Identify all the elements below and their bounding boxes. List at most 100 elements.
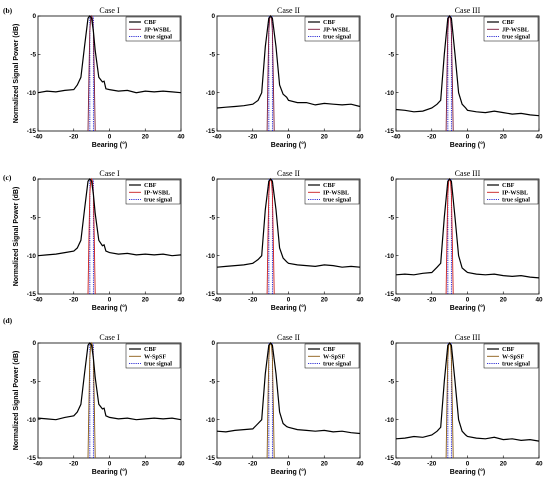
x-axis-label: Bearing (°): [271, 468, 306, 476]
y-tick-label: -15: [385, 455, 395, 462]
y-tick-label: -15: [206, 455, 216, 462]
x-tick-label: -40: [33, 297, 43, 304]
legend-entry: JP-WSBL: [502, 26, 529, 33]
chart-panel-0-1: Case II -40 -20 0 20 40 0 -5 -10 -15 Bearing (°) CB…: [206, 6, 364, 149]
x-tick-label: -20: [427, 297, 437, 304]
x-tick-label: 20: [142, 461, 150, 468]
row-label-b: (b): [3, 6, 13, 15]
y-tick-label: -15: [27, 128, 37, 135]
legend-entry: true signal: [323, 197, 351, 204]
x-tick-label: 40: [535, 297, 543, 304]
chart-panel-1-0: Case I -40 -20 0 20 40 0 -5 -10 -15 Bearing (°) Nor…: [13, 169, 185, 312]
x-axis-label: Bearing (°): [450, 304, 485, 312]
y-tick-label: -10: [385, 417, 395, 424]
y-tick-label: -15: [27, 291, 37, 298]
legend-entry: IP-WSBL: [144, 189, 170, 196]
legend-entry: IP-WSBL: [502, 189, 528, 196]
cbf-series-line: [216, 178, 361, 268]
x-tick-label: 20: [500, 461, 508, 468]
x-tick-label: -40: [212, 297, 222, 304]
row-label-c: (c): [3, 173, 12, 182]
legend-entry: CBF: [144, 19, 157, 26]
y-tick-label: 0: [32, 176, 36, 183]
legend-entry: true signal: [502, 197, 530, 204]
x-tick-label: -40: [212, 461, 222, 468]
x-tick-label: 20: [321, 297, 329, 304]
x-tick-label: -20: [248, 134, 258, 141]
x-tick-label: -40: [391, 297, 401, 304]
cbf-series-line: [216, 15, 361, 109]
x-tick-label: 40: [535, 461, 543, 468]
x-axis-label: Bearing (°): [271, 141, 306, 149]
chart-panel-2-0: Case I -40 -20 0 20 40 0 -5 -10 -15 Bearing (°) Nor…: [13, 333, 185, 476]
chart-panel-1-2: Case III -40 -20 0 20 40 0 -5 -10 -15 Bearing (°) C…: [385, 169, 543, 312]
chart-title: Case I: [99, 6, 120, 15]
x-tick-label: 40: [177, 297, 185, 304]
legend-entry: true signal: [502, 34, 530, 41]
y-tick-label: -10: [385, 90, 395, 97]
chart-panel-0-2: Case III -40 -20 0 20 40 0 -5 -10 -15 Bearing (°) C…: [385, 6, 543, 149]
y-tick-label: -10: [206, 253, 216, 260]
y-tick-label: -10: [206, 90, 216, 97]
chart-title: Case III: [455, 169, 481, 178]
x-tick-label: 0: [108, 461, 112, 468]
x-tick-label: -20: [248, 297, 258, 304]
x-tick-label: 20: [500, 134, 508, 141]
legend-entry: W-SpSF: [144, 353, 166, 360]
x-tick-label: 0: [287, 461, 291, 468]
y-tick-label: -15: [385, 128, 395, 135]
x-tick-label: -20: [69, 297, 79, 304]
x-axis-label: Bearing (°): [271, 304, 306, 312]
x-axis-label: Bearing (°): [92, 468, 127, 476]
y-axis-label: Normalized Signal Power (dB): [13, 24, 20, 124]
x-tick-label: 40: [177, 134, 185, 141]
chart-title: Case II: [277, 333, 300, 342]
cbf-series-line: [395, 342, 540, 442]
x-tick-label: -40: [391, 134, 401, 141]
x-tick-label: -20: [427, 134, 437, 141]
chart-panel-0-0: Case I -40 -20 0 20 40 0 -5 -10 -15 Bearing (°) Nor…: [13, 6, 185, 149]
legend-entry: CBF: [502, 182, 515, 189]
y-tick-label: -5: [30, 379, 36, 386]
x-tick-label: 0: [466, 461, 470, 468]
x-tick-label: 40: [356, 134, 364, 141]
legend-entry: true signal: [144, 34, 172, 41]
x-tick-label: 0: [466, 297, 470, 304]
chart-panel-1-1: Case II -40 -20 0 20 40 0 -5 -10 -15 Bearing (°) CB…: [206, 169, 364, 312]
legend-entry: CBF: [144, 182, 157, 189]
x-axis-label: Bearing (°): [92, 141, 127, 149]
y-tick-label: -10: [27, 417, 37, 424]
legend-entry: JP-WSBL: [144, 26, 171, 33]
y-tick-label: -15: [206, 291, 216, 298]
y-tick-label: 0: [32, 13, 36, 20]
cbf-series-line: [37, 15, 182, 94]
x-tick-label: 0: [108, 297, 112, 304]
x-tick-label: 40: [177, 461, 185, 468]
chart-title: Case I: [99, 169, 120, 178]
legend-entry: W-SpSF: [502, 353, 524, 360]
chart-title: Case III: [455, 6, 481, 15]
y-tick-label: -5: [388, 52, 394, 59]
legend-entry: IP-WSBL: [323, 189, 349, 196]
y-tick-label: -5: [209, 379, 215, 386]
x-tick-label: -40: [33, 461, 43, 468]
y-tick-label: -15: [206, 128, 216, 135]
method-series-line: [87, 177, 96, 295]
y-tick-label: -15: [385, 291, 395, 298]
y-tick-label: -5: [209, 215, 215, 222]
legend-entry: W-SpSF: [323, 353, 345, 360]
x-tick-label: -40: [212, 134, 222, 141]
method-series-line: [87, 341, 96, 459]
legend-entry: CBF: [323, 182, 336, 189]
cbf-series-line: [37, 342, 182, 421]
x-axis-label: Bearing (°): [450, 141, 485, 149]
legend-entry: CBF: [323, 19, 336, 26]
